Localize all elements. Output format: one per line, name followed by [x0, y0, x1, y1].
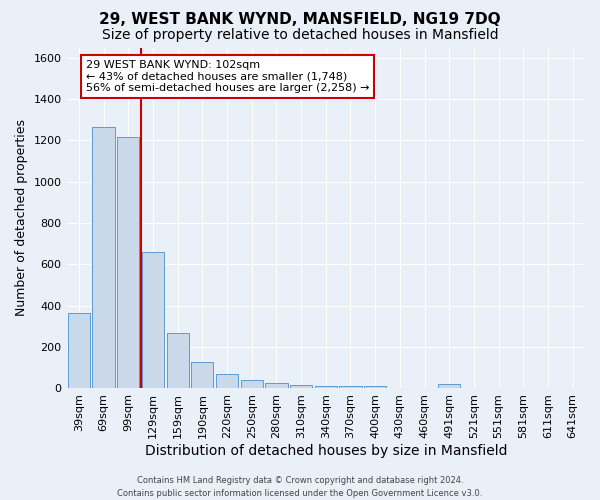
- X-axis label: Distribution of detached houses by size in Mansfield: Distribution of detached houses by size …: [145, 444, 507, 458]
- Bar: [68, 312, 90, 388]
- Bar: [167, 334, 189, 388]
- Bar: [241, 380, 263, 388]
- Bar: [290, 385, 312, 388]
- Bar: [265, 383, 287, 388]
- Bar: [364, 386, 386, 388]
- Bar: [216, 374, 238, 388]
- Bar: [191, 362, 214, 388]
- Text: 29, WEST BANK WYND, MANSFIELD, NG19 7DQ: 29, WEST BANK WYND, MANSFIELD, NG19 7DQ: [99, 12, 501, 28]
- Text: Contains HM Land Registry data © Crown copyright and database right 2024.
Contai: Contains HM Land Registry data © Crown c…: [118, 476, 482, 498]
- Text: 29 WEST BANK WYND: 102sqm
← 43% of detached houses are smaller (1,748)
56% of se: 29 WEST BANK WYND: 102sqm ← 43% of detac…: [86, 60, 369, 93]
- Bar: [314, 386, 337, 388]
- Bar: [438, 384, 460, 388]
- Bar: [92, 127, 115, 388]
- Text: Size of property relative to detached houses in Mansfield: Size of property relative to detached ho…: [101, 28, 499, 42]
- Bar: [340, 386, 362, 388]
- Bar: [142, 252, 164, 388]
- Y-axis label: Number of detached properties: Number of detached properties: [15, 120, 28, 316]
- Bar: [117, 138, 139, 388]
